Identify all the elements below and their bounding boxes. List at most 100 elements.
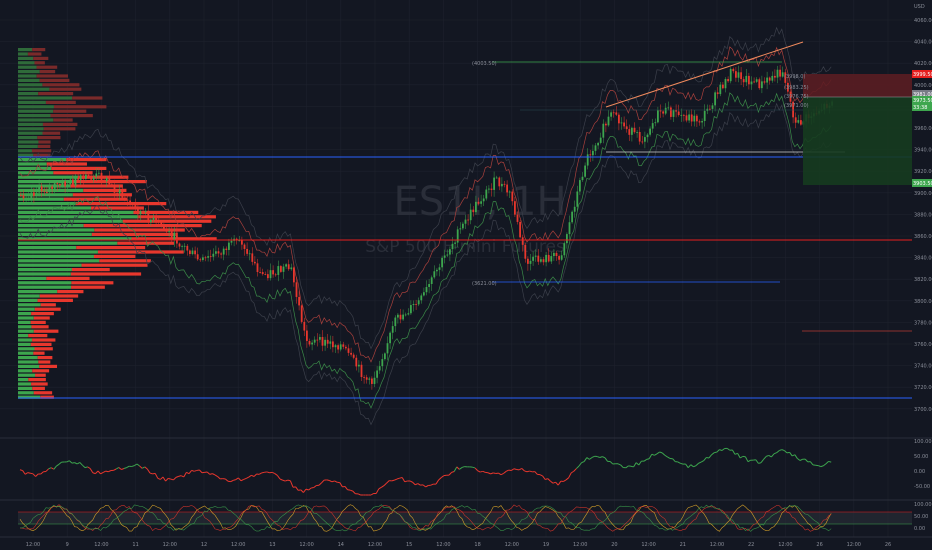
- time-label: 13: [269, 542, 275, 548]
- osc1-seg: [417, 483, 421, 486]
- osc1-seg: [646, 458, 650, 460]
- vp-bar-up: [18, 171, 54, 175]
- candle-body: [488, 188, 490, 190]
- candle-body: [792, 101, 794, 118]
- price-tag: [912, 96, 932, 104]
- vp-bar-up: [18, 250, 98, 254]
- candle-body: [48, 186, 51, 193]
- osc1-seg: [173, 477, 177, 481]
- candle-body: [51, 186, 53, 189]
- osc1-seg: [755, 459, 759, 464]
- candle-body: [251, 253, 254, 262]
- target-zone[interactable]: [803, 97, 912, 185]
- candle-body: [108, 177, 111, 185]
- candle-body: [724, 79, 727, 89]
- candle-body: [789, 91, 792, 102]
- candle-body: [337, 345, 339, 350]
- vp-bar-down: [34, 307, 61, 311]
- osc1-seg: [648, 453, 653, 460]
- candle-body: [92, 177, 95, 180]
- candle-body: [672, 110, 675, 117]
- bollinger-bands: [19, 26, 832, 426]
- oscillator-pane-2[interactable]: [0, 499, 932, 532]
- osc1-seg: [664, 454, 668, 458]
- osc1-seg: [121, 468, 125, 470]
- osc1-seg: [136, 463, 140, 467]
- vp-bar-down: [33, 56, 49, 60]
- osc1-seg: [633, 462, 637, 468]
- vp-bar-down: [31, 325, 49, 329]
- candle-body: [436, 269, 438, 272]
- stop-zone[interactable]: [803, 74, 912, 97]
- vp-bar-up: [18, 197, 64, 201]
- vp-bar-down: [31, 312, 54, 316]
- osc1-seg: [440, 475, 445, 478]
- osc1-seg: [58, 461, 62, 465]
- osc1-seg: [472, 466, 476, 469]
- time-label: 11: [132, 542, 138, 548]
- candle-body: [285, 264, 287, 267]
- vp-bar-down: [46, 162, 87, 166]
- candle-body: [46, 191, 48, 193]
- time-label: 20: [611, 542, 617, 548]
- candle-body: [176, 232, 178, 244]
- candle-body: [425, 287, 428, 293]
- vp-bar-down: [53, 109, 87, 113]
- vp-bar-down: [53, 105, 107, 109]
- candle-body: [25, 197, 27, 199]
- vp-bar-down: [39, 364, 58, 368]
- long-position-tool[interactable]: [803, 74, 912, 185]
- osc1-seg: [381, 485, 385, 488]
- candle-body: [641, 141, 644, 143]
- osc1-seg: [287, 479, 291, 482]
- osc1-seg: [667, 456, 671, 459]
- vp-bar-up: [18, 369, 33, 373]
- vp-bar-down: [71, 281, 114, 285]
- candle-body: [662, 111, 664, 114]
- osc1-seg: [40, 471, 44, 475]
- osc1-seg: [823, 463, 827, 467]
- candle-body: [137, 206, 139, 215]
- drawn-levels[interactable]: [18, 41, 912, 399]
- candle-body: [696, 115, 698, 122]
- osc1-seg: [225, 478, 229, 482]
- trend-line-upper[interactable]: [605, 41, 804, 108]
- candle-body: [222, 248, 225, 255]
- vp-bar-up: [18, 228, 95, 232]
- candle-body: [308, 340, 311, 345]
- osc1-seg: [804, 458, 809, 463]
- osc1-seg: [711, 452, 715, 456]
- vp-bar-down: [53, 171, 93, 175]
- vp-bar-up: [18, 219, 123, 223]
- vp-bar-down: [45, 100, 76, 104]
- candle-body: [121, 190, 124, 198]
- osc1-seg: [56, 463, 60, 467]
- vp-bar-down: [53, 118, 73, 122]
- price-label: 3820.00: [914, 277, 932, 283]
- candle-body: [631, 127, 633, 135]
- candle-body: [498, 177, 501, 187]
- oscillator-pane-1[interactable]: [0, 437, 932, 496]
- candle-body: [116, 192, 118, 194]
- time-axis[interactable]: 12:00 9 12:00 11 12:00 12 12:00 13 12:00 14 12:00 1…: [0, 536, 932, 548]
- candle-body: [103, 180, 105, 182]
- candle-body: [269, 270, 272, 279]
- vp-bar-up: [18, 100, 46, 104]
- osc1-seg: [758, 462, 762, 464]
- osc1-seg: [568, 472, 572, 479]
- vp-bar-up: [18, 246, 77, 250]
- price-axis[interactable]: USD 4060.004040.004020.004000.003980.003…: [912, 0, 932, 438]
- candle-body: [282, 266, 285, 272]
- candle-body: [703, 110, 706, 122]
- candle-body: [787, 82, 789, 92]
- candle-body: [118, 190, 121, 194]
- osc1-seg: [599, 456, 603, 459]
- vp-bar-down: [117, 241, 174, 245]
- candle-body: [605, 123, 607, 126]
- osc1-seg: [126, 465, 130, 469]
- osc1-seg: [609, 461, 614, 465]
- osc1-seg: [295, 486, 299, 491]
- osc1-seg: [526, 470, 530, 473]
